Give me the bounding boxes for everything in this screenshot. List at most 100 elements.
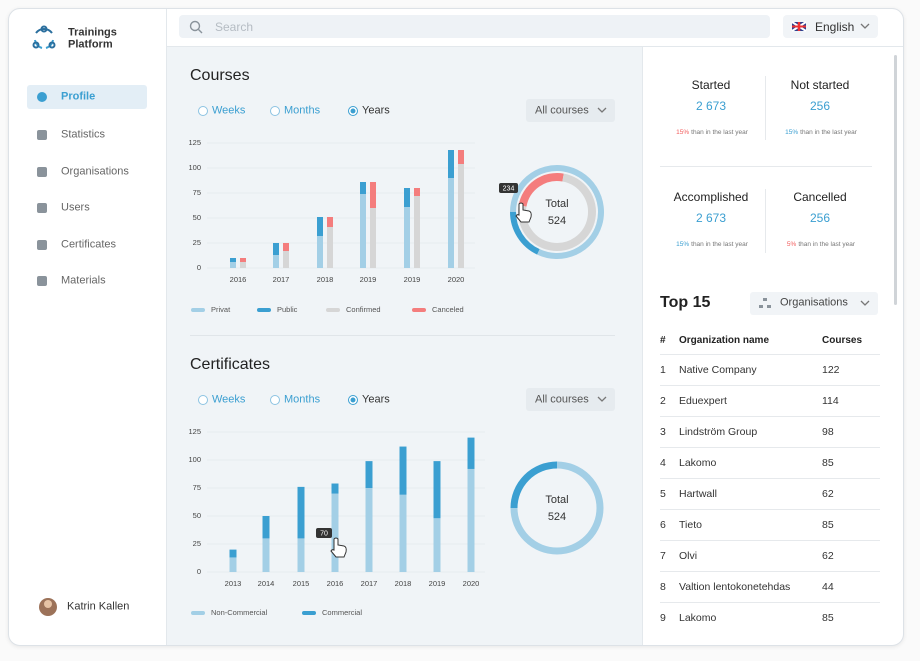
logo-arc xyxy=(35,28,53,34)
x-tick-label: 2020 xyxy=(463,579,480,588)
bar-segment xyxy=(262,516,270,539)
stat-change-value: 5% xyxy=(786,240,797,248)
radio[interactable] xyxy=(270,395,280,405)
bar-segment xyxy=(448,178,454,268)
tooltip-text: 234 xyxy=(503,185,515,192)
stat-change-note: than in the last year xyxy=(691,128,748,136)
bar-segment xyxy=(297,538,305,572)
logo-dot xyxy=(32,41,40,49)
bar-segment xyxy=(230,258,236,262)
nav-item[interactable]: Users xyxy=(61,201,90,214)
x-tick-label: 2018 xyxy=(395,579,412,588)
bar-segment xyxy=(229,557,237,572)
table-cell: 1 xyxy=(660,363,666,376)
stat-value: 256 xyxy=(809,99,831,113)
chevron xyxy=(597,396,607,402)
stat-change-note: than in the last year xyxy=(800,128,857,136)
radio[interactable] xyxy=(270,106,280,116)
radio-dot xyxy=(350,397,356,403)
radio[interactable] xyxy=(198,106,208,116)
top-title: Top 15 xyxy=(660,294,711,311)
stat-change-note: than in the last year xyxy=(798,240,856,248)
table-cell: Olvi xyxy=(679,549,698,562)
legend-label: Commercial xyxy=(322,608,362,617)
bar-segment xyxy=(370,182,376,208)
radio-label: Years xyxy=(362,104,390,117)
header-border xyxy=(166,46,903,47)
legend-label: Canceled xyxy=(432,305,464,314)
top-filter[interactable] xyxy=(750,292,878,315)
nav-item[interactable]: Certificates xyxy=(61,238,117,251)
nav-icon xyxy=(37,130,47,140)
table-cell: 3 xyxy=(660,425,666,438)
y-tick-label: 50 xyxy=(193,511,201,520)
certificates-filter[interactable] xyxy=(526,388,615,411)
search-icon xyxy=(189,20,201,32)
table-cell: 85 xyxy=(822,518,834,531)
scrollbar[interactable] xyxy=(894,55,897,305)
language-select[interactable] xyxy=(783,15,878,38)
nav-item[interactable]: Organisations xyxy=(61,165,129,178)
bar-segment xyxy=(317,236,323,268)
legend-swatch xyxy=(257,308,271,312)
bar-segment xyxy=(404,207,410,268)
section-title: Certificates xyxy=(190,356,271,373)
bar-segment xyxy=(317,217,323,236)
logo-arc xyxy=(34,39,43,49)
radio-label: Weeks xyxy=(212,104,246,117)
bar-segment xyxy=(360,182,366,194)
legend-label: Non-Commercial xyxy=(211,608,268,617)
donut-total: 524 xyxy=(548,215,566,227)
donut-segment xyxy=(518,173,564,207)
bar-segment xyxy=(399,446,407,495)
radio-label: Weeks xyxy=(212,393,246,406)
panel-border xyxy=(642,46,643,645)
bar-segment xyxy=(273,255,279,268)
radio[interactable] xyxy=(198,395,208,405)
nav-item[interactable]: Statistics xyxy=(61,128,106,141)
stat-change-value: 15% xyxy=(785,128,799,136)
bar-segment xyxy=(283,251,289,268)
org-icon xyxy=(767,305,771,308)
table-header: Courses xyxy=(822,335,863,346)
x-tick-label: 2019 xyxy=(360,275,377,284)
nav-item[interactable]: Materials xyxy=(61,274,106,287)
bar-segment xyxy=(433,461,441,519)
bar-segment xyxy=(404,188,410,207)
table-cell: Lakomo xyxy=(679,456,717,469)
y-tick-label: 50 xyxy=(193,213,201,222)
table-cell: 62 xyxy=(822,549,834,562)
sidebar-border xyxy=(166,9,167,645)
bar-segment xyxy=(433,518,441,572)
y-tick-label: 125 xyxy=(188,138,201,147)
table-cell: 9 xyxy=(660,611,666,624)
bar-segment xyxy=(414,196,420,268)
stat-label: Cancelled xyxy=(793,190,847,204)
radio-label: Months xyxy=(284,104,321,117)
bar-segment xyxy=(240,262,246,268)
table-cell: Valtion lentokonetehdas xyxy=(679,580,791,593)
legend-label: Privat xyxy=(211,305,231,314)
table-cell: 2 xyxy=(660,394,666,407)
bar-segment xyxy=(331,483,339,494)
y-tick-label: 25 xyxy=(193,238,201,247)
search-box[interactable] xyxy=(179,15,770,38)
table-cell: 8 xyxy=(660,580,666,593)
donut-total: 524 xyxy=(548,511,566,523)
stat-label: Not started xyxy=(790,78,850,92)
search-placeholder: Search xyxy=(215,20,254,34)
donut-label: Total xyxy=(545,198,568,210)
x-tick-label: 2017 xyxy=(361,579,378,588)
courses-filter[interactable] xyxy=(526,99,615,122)
chevron xyxy=(860,23,870,29)
y-tick-label: 0 xyxy=(197,263,201,272)
chevron xyxy=(860,300,870,306)
nav-item[interactable]: Profile xyxy=(61,90,96,103)
bar-segment xyxy=(467,437,475,469)
table-cell: 85 xyxy=(822,456,834,469)
bar-segment xyxy=(240,258,246,262)
table-cell: 122 xyxy=(822,363,840,376)
tooltip-text: 70 xyxy=(320,530,328,537)
legend-label: Confirmed xyxy=(346,305,381,314)
